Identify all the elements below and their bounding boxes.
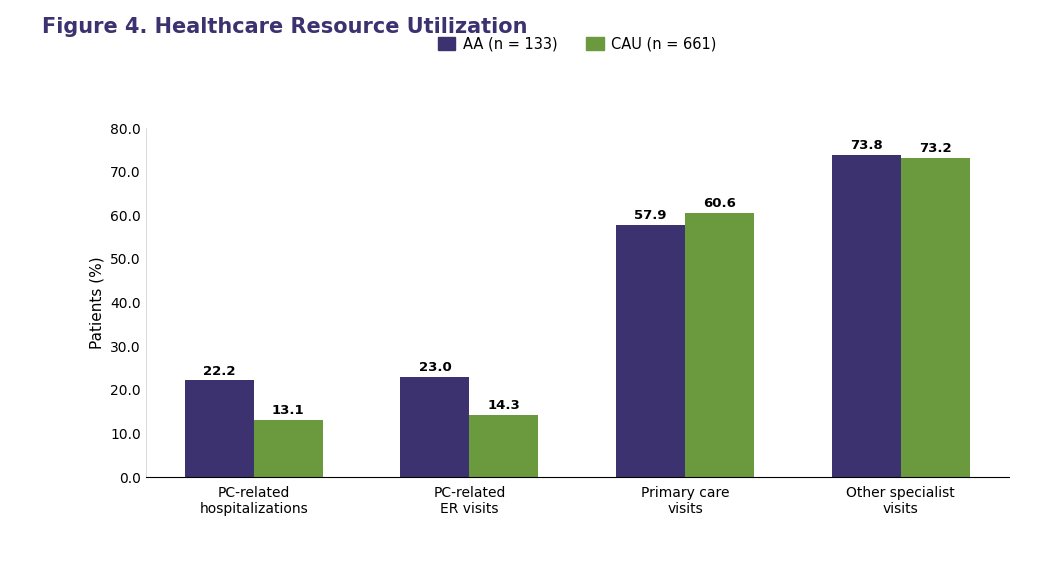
Legend: AA (n = 133), CAU (n = 661): AA (n = 133), CAU (n = 661) — [432, 31, 723, 57]
Text: 23.0: 23.0 — [418, 361, 451, 374]
Bar — [832, 155, 901, 477]
Text: 60.6: 60.6 — [703, 197, 736, 210]
Text: 73.2: 73.2 — [918, 142, 952, 155]
Text: 57.9: 57.9 — [634, 209, 667, 222]
Y-axis label: Patients (%): Patients (%) — [89, 256, 104, 349]
Text: 73.8: 73.8 — [850, 140, 883, 152]
Text: 13.1: 13.1 — [272, 404, 305, 417]
Bar — [469, 415, 539, 477]
Bar — [616, 225, 685, 477]
Bar — [901, 158, 969, 477]
Bar — [685, 212, 754, 477]
Text: 22.2: 22.2 — [203, 365, 236, 378]
Bar — [185, 381, 254, 477]
Bar — [254, 420, 322, 477]
Text: 14.3: 14.3 — [488, 399, 520, 412]
Bar — [400, 377, 469, 477]
Text: Figure 4. Healthcare Resource Utilization: Figure 4. Healthcare Resource Utilizatio… — [42, 17, 527, 37]
